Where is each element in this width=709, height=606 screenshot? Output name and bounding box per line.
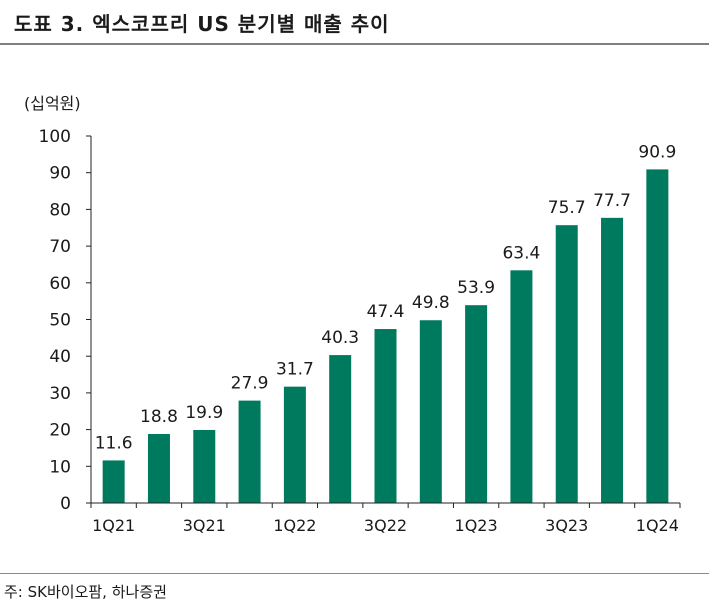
data-label-2Q23: 63.4 (502, 243, 540, 263)
y-axis-unit-label: (십억원) (24, 94, 81, 113)
y-tick-label: 40 (49, 347, 71, 367)
x-tick-label: 1Q21 (92, 516, 135, 535)
y-tick-label: 50 (49, 311, 71, 331)
x-tick-label: 3Q22 (364, 516, 407, 535)
bar-chart: (십억원) 0 10 20 30 40 50 60 70 80 90 100 11.6 18.8 19.… (24, 94, 681, 535)
bar-1Q24 (646, 169, 669, 503)
y-tick-label: 100 (39, 127, 71, 147)
y-axis-ticks: 0 10 20 30 40 50 60 70 80 90 100 (39, 127, 91, 514)
data-label-4Q21: 27.9 (231, 374, 269, 394)
data-label-4Q23: 77.7 (593, 191, 631, 211)
data-label-3Q22: 47.4 (367, 302, 405, 322)
bar-1Q22 (283, 386, 306, 503)
bar-2Q23 (510, 270, 533, 503)
bar-1Q23 (465, 305, 488, 503)
y-tick-label: 90 (49, 164, 71, 184)
y-tick-label: 70 (49, 237, 71, 257)
chart-title: 도표 3. 엑스코프리 US 분기별 매출 추이 (14, 12, 390, 36)
data-label-2Q22: 40.3 (321, 328, 359, 348)
bar-3Q21 (193, 429, 216, 503)
bar-3Q23 (555, 225, 578, 503)
y-tick-label: 0 (60, 494, 71, 514)
bar-2Q22 (329, 355, 352, 503)
data-label-1Q23: 53.9 (457, 278, 495, 298)
bar-4Q21 (238, 400, 261, 503)
bar-3Q22 (374, 329, 397, 503)
bar-1Q21 (102, 460, 125, 503)
y-tick-label: 20 (49, 421, 71, 441)
x-tick-label: 1Q23 (455, 516, 498, 535)
x-tick-label: 3Q21 (183, 516, 226, 535)
x-tick-label: 1Q24 (636, 516, 679, 535)
bar-4Q23 (601, 217, 624, 503)
data-label-3Q21: 19.9 (185, 403, 223, 423)
y-tick-label: 10 (49, 457, 71, 477)
y-tick-label: 80 (49, 200, 71, 220)
data-label-4Q22: 49.8 (412, 293, 450, 313)
footer-divider (0, 573, 709, 574)
source-note: 주: SK바이오팜, 하나증권 (4, 583, 167, 601)
data-label-1Q24: 90.9 (638, 142, 676, 162)
bar-4Q22 (419, 320, 442, 503)
data-label-1Q21: 11.6 (95, 433, 133, 453)
x-tick-label: 1Q22 (273, 516, 316, 535)
bar-2Q21 (147, 434, 170, 503)
y-tick-label: 30 (49, 384, 71, 404)
y-tick-label: 60 (49, 274, 71, 294)
data-labels: 11.6 18.8 19.9 27.9 31.7 40.3 47.4 49.8 53.9 63.4… (95, 142, 677, 453)
title-divider (0, 43, 709, 45)
data-label-1Q22: 31.7 (276, 360, 314, 380)
x-axis-ticks: 1Q21 3Q21 1Q22 3Q22 1Q23 3Q23 1Q24 (90, 503, 681, 535)
x-tick-label: 3Q23 (545, 516, 588, 535)
data-label-3Q23: 75.7 (548, 198, 586, 218)
bars (102, 169, 669, 503)
data-label-2Q21: 18.8 (140, 407, 178, 427)
